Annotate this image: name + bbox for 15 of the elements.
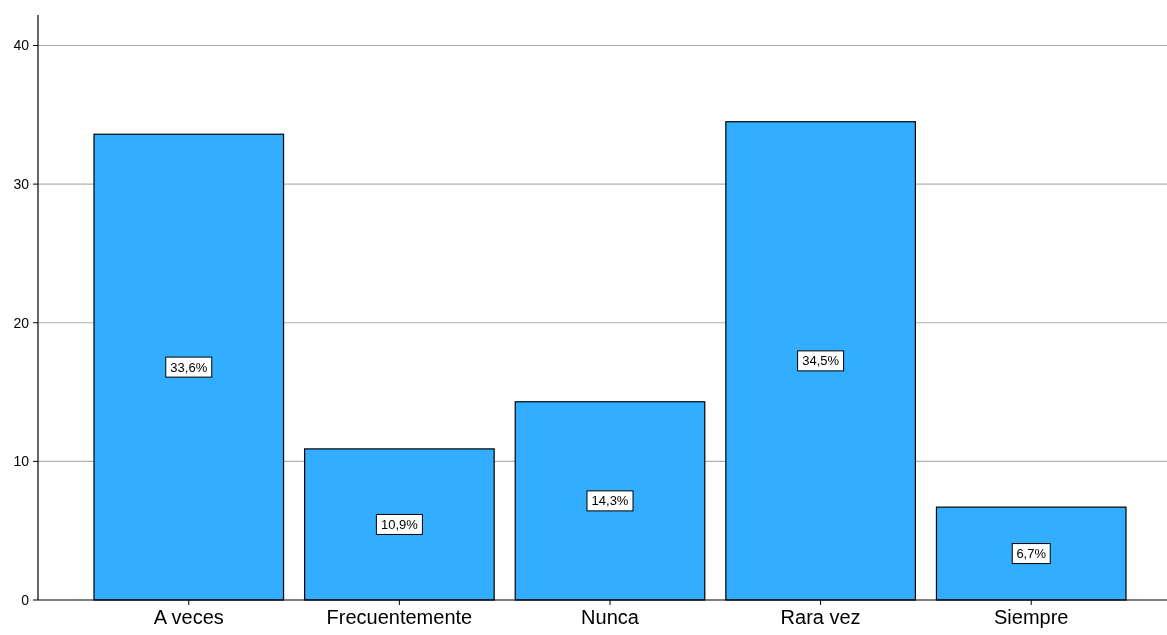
data-label: 34,5% (802, 353, 840, 369)
data-label: 10,9% (380, 516, 419, 532)
y-tick-label: 20 (13, 314, 30, 331)
data-label: 6,7% (1016, 546, 1047, 562)
x-tick-label: A veces (153, 606, 224, 628)
y-tick-label: 40 (13, 37, 30, 54)
y-tick-label: 10 (13, 453, 30, 470)
x-tick-label: Rara vez (780, 606, 861, 628)
data-label: 14,3% (591, 493, 629, 509)
x-tick-label: Siempre (993, 606, 1069, 628)
x-tick-label: Frecuentemente (326, 606, 473, 628)
x-tick-label: Nunca (581, 606, 640, 628)
y-tick-label: 0 (21, 592, 30, 608)
data-label: 33,6% (170, 359, 208, 375)
y-tick-label: 30 (13, 176, 30, 193)
